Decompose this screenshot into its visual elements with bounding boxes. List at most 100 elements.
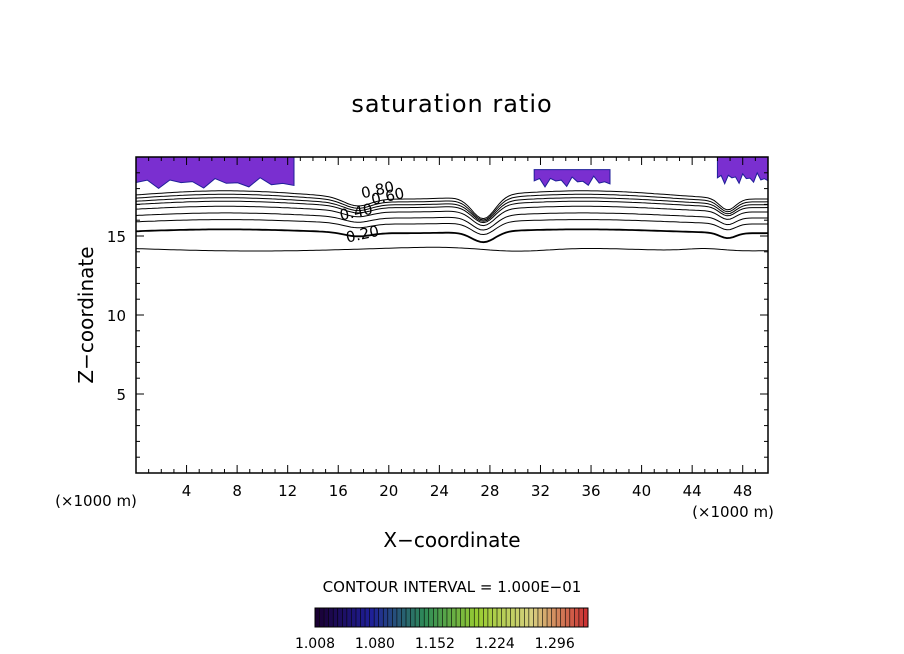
y-tick-label: 10 — [107, 307, 126, 325]
colorbar-swatch — [456, 608, 461, 627]
colorbar-swatch — [378, 608, 384, 627]
colorbar-swatch — [392, 608, 397, 627]
colorbar-swatch — [437, 608, 443, 627]
supersaturation-region — [136, 157, 295, 190]
colorbar-swatch — [342, 608, 347, 627]
chart-title: saturation ratio — [351, 90, 552, 118]
colorbar-swatch — [396, 608, 402, 627]
colorbar-swatch — [460, 608, 466, 627]
colorbar-swatch — [551, 608, 557, 627]
colorbar-tick-label: 1.008 — [295, 636, 335, 652]
y-tick-label: 5 — [116, 386, 126, 404]
contour-line — [136, 197, 768, 222]
colorbar-swatch — [355, 608, 361, 627]
colorbar-swatch — [569, 608, 575, 627]
x-tick-label: 44 — [683, 482, 702, 500]
contour-lines — [136, 190, 768, 252]
colorbar-swatch — [478, 608, 484, 627]
colorbar-swatch — [406, 608, 411, 627]
supersaturation-regions — [136, 157, 768, 190]
contour-line — [136, 246, 768, 252]
colorbar-swatch — [333, 608, 338, 627]
colorbar-swatch — [442, 608, 447, 627]
colorbar-swatch — [578, 608, 584, 627]
x-tick-label: 4 — [182, 482, 192, 500]
colorbar-swatch — [519, 608, 525, 627]
colorbar-swatch — [337, 608, 343, 627]
colorbar-swatch — [428, 608, 434, 627]
y-ticks: 5 10 15 — [107, 172, 768, 458]
contour-interval-text: CONTOUR INTERVAL = 1.000E−01 — [323, 578, 582, 596]
colorbar-swatch — [401, 608, 406, 627]
colorbar-swatch — [515, 608, 520, 627]
colorbar-labels: 1.008 1.080 1.152 1.224 1.296 — [295, 636, 575, 652]
colorbar-swatch — [537, 608, 543, 627]
colorbar-swatch — [319, 608, 325, 627]
colorbar-frame — [314, 607, 589, 628]
plot-area — [136, 157, 768, 252]
x-tick-label: 8 — [232, 482, 242, 500]
colorbar-swatch — [328, 608, 334, 627]
contour-line — [136, 200, 768, 224]
colorbar-swatch — [542, 608, 548, 627]
colorbar-swatch — [565, 608, 570, 627]
x-tick-label: 20 — [379, 482, 398, 500]
contour-line — [136, 228, 768, 244]
colorbar-swatch — [483, 608, 488, 627]
colorbar-swatch — [501, 608, 507, 627]
colorbar-swatch — [583, 608, 588, 627]
colorbar-swatch — [365, 608, 370, 627]
colorbar-swatch — [374, 608, 379, 627]
colorbar-swatch — [556, 608, 561, 627]
supersaturation-region — [716, 157, 768, 185]
x-tick-label: 28 — [480, 482, 499, 500]
colorbar-swatch — [574, 608, 579, 627]
colorbar-tick-label: 1.224 — [475, 636, 515, 652]
colorbar — [314, 607, 589, 628]
colorbar-swatch — [451, 608, 457, 627]
colorbar-swatch — [351, 608, 356, 627]
x-unit-left: (×1000 m) — [55, 492, 137, 510]
colorbar-tick-label: 1.080 — [355, 636, 395, 652]
colorbar-swatch — [410, 608, 416, 627]
x-tick-label: 48 — [733, 482, 752, 500]
y-tick-label: 15 — [107, 228, 126, 246]
contour-line — [136, 193, 768, 221]
colorbar-swatch — [533, 608, 538, 627]
colorbar-swatch — [315, 608, 320, 627]
contour-label: 0.20 — [344, 222, 380, 247]
colorbar-swatch — [506, 608, 511, 627]
x-unit-right: (×1000 m) — [692, 503, 774, 521]
colorbar-swatch — [415, 608, 420, 627]
contour-line — [136, 212, 768, 231]
colorbar-swatch — [433, 608, 438, 627]
colorbar-swatch — [346, 608, 352, 627]
colorbar-swatch — [547, 608, 552, 627]
colorbar-swatch — [487, 608, 493, 627]
colorbar-swatch — [497, 608, 502, 627]
x-tick-label: 12 — [278, 482, 297, 500]
colorbar-swatch — [524, 608, 529, 627]
colorbar-swatch — [419, 608, 425, 627]
colorbar-swatch — [510, 608, 516, 627]
colorbar-swatch — [469, 608, 475, 627]
x-tick-label: 24 — [430, 482, 449, 500]
colorbar-swatch — [369, 608, 375, 627]
x-tick-label: 32 — [531, 482, 550, 500]
y-axis-label: Z−coordinate — [74, 246, 98, 383]
colorbar-swatch — [474, 608, 479, 627]
x-tick-label: 40 — [632, 482, 651, 500]
x-tick-label: 36 — [581, 482, 600, 500]
colorbar-swatch — [560, 608, 566, 627]
colorbar-swatch — [387, 608, 393, 627]
x-ticks: 4 8 12 16 20 24 28 32 36 40 44 48 — [148, 157, 756, 500]
contour-line — [136, 190, 768, 220]
colorbar-swatch — [465, 608, 470, 627]
colorbar-tick-label: 1.152 — [415, 636, 455, 652]
colorbar-tick-label: 1.296 — [535, 636, 575, 652]
colorbar-swatch — [446, 608, 452, 627]
colorbar-swatch — [324, 608, 329, 627]
supersaturation-region — [533, 169, 611, 188]
colorbar-swatch — [424, 608, 429, 627]
